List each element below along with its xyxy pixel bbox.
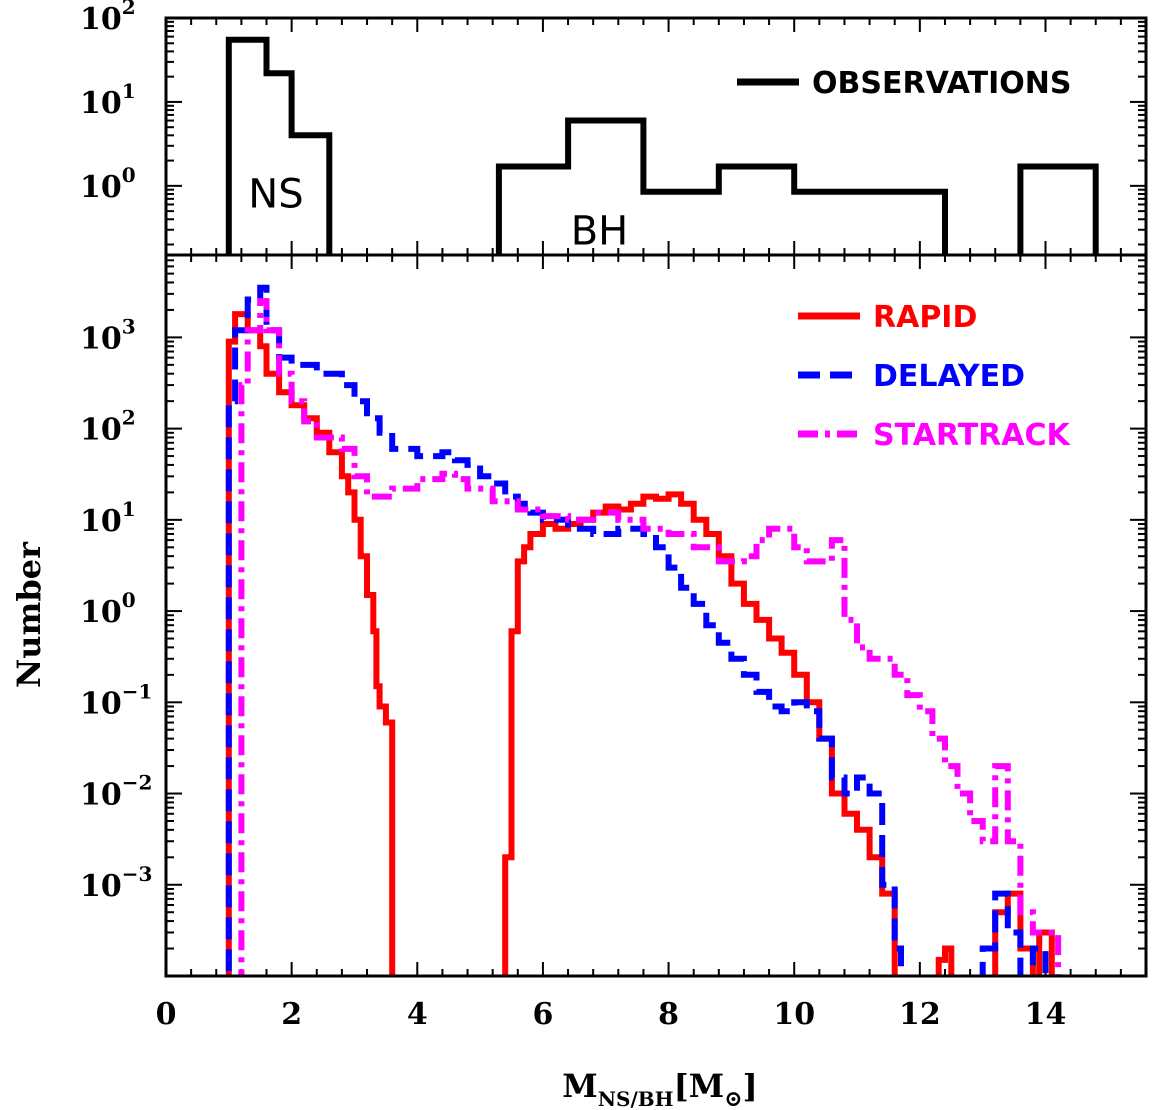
y-tick-label: 10−2	[80, 771, 152, 813]
top-panel-annotations: NS BH	[248, 172, 628, 255]
top-panel-series	[225, 36, 1099, 255]
x-tick-label: 10	[773, 997, 815, 1032]
x-tick-label: 6	[532, 997, 553, 1032]
series-startrack-line	[238, 298, 1062, 976]
y-tick-label: 101	[80, 497, 136, 539]
bottom-panel-y-tick-labels: 10−3 10−2 10−1 100 101 102 103	[80, 314, 152, 903]
legend-label-rapid: RAPID	[873, 300, 977, 335]
bottom-panel-x-tick-labels: 0 2 4 6 8 10 12 14	[156, 997, 1067, 1032]
x-tick-label: 0	[156, 997, 177, 1032]
y-tick-label: 102	[80, 0, 136, 37]
y-tick-label: 100	[80, 163, 136, 205]
series-delayed-line	[225, 284, 1049, 976]
y-tick-label: 101	[80, 79, 136, 121]
x-tick-label: 4	[407, 997, 428, 1032]
simulation-panel: 10−3 10−2 10−1 100 101 102 103 0 2 4 6 8 10 12 14 RAP…	[80, 253, 1148, 1032]
x-tick-label: 14	[1025, 997, 1067, 1032]
x-tick-label: 12	[899, 997, 941, 1032]
y-tick-label: 100	[80, 588, 136, 630]
legend-label-observations: OBSERVATIONS	[812, 66, 1071, 101]
legend-label-startrack: STARTRACK	[873, 418, 1072, 453]
legend-label-delayed: DELAYED	[873, 359, 1025, 394]
y-tick-label: 10−1	[80, 679, 152, 721]
observations-panel: 100 101 102 NS BH OBSERVATIONS	[80, 0, 1148, 257]
bottom-panel-frame	[164, 253, 1148, 978]
axis-titles: Number MNS/BH[M⊙]	[10, 541, 758, 1110]
series-rapid-line	[225, 311, 1055, 976]
top-panel-y-tick-labels: 100 101 102	[80, 0, 136, 205]
x-tick-label: 8	[658, 997, 679, 1032]
y-axis-title: Number	[10, 541, 48, 688]
y-tick-label: 10−3	[80, 862, 152, 904]
annotation-bh: BH	[571, 209, 629, 255]
bottom-panel-legend: RAPID DELAYED STARTRACK	[798, 300, 1072, 453]
bottom-panel-series	[225, 284, 1062, 976]
x-axis-title: MNS/BH[M⊙]	[562, 1067, 757, 1110]
series-observations-line	[225, 36, 1099, 255]
x-tick-label: 2	[281, 997, 302, 1032]
top-panel-legend: OBSERVATIONS	[737, 66, 1071, 101]
y-tick-label: 103	[80, 314, 136, 356]
y-tick-label: 102	[80, 406, 136, 448]
annotation-ns: NS	[248, 172, 303, 218]
